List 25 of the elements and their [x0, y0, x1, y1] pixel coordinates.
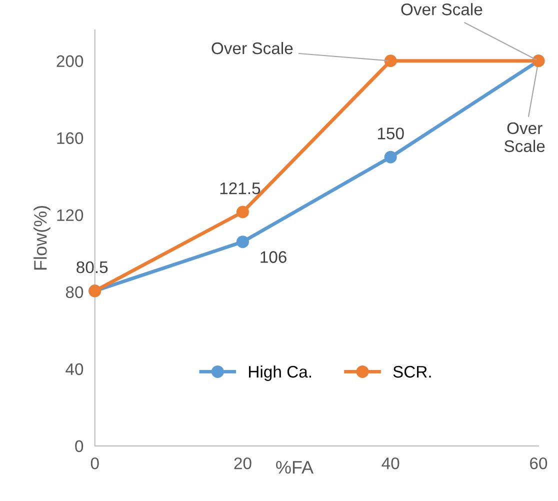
x-tick-label: 0 — [90, 457, 99, 470]
point — [236, 236, 249, 248]
data-label: Over Scale — [401, 3, 482, 16]
x-tick-label: 60 — [530, 457, 548, 470]
y-tick-label: 200 — [56, 55, 84, 68]
legend-label: High Ca. — [249, 365, 311, 381]
legend-label: SCR. — [393, 366, 431, 378]
data-label: Over Scale — [504, 122, 545, 152]
point — [384, 54, 397, 68]
data-label: 80.5 — [76, 261, 108, 274]
data-label: 121.5 — [220, 182, 260, 194]
y-axis-title: Flow(%) — [34, 206, 50, 270]
data-label: Over Scale — [212, 42, 293, 54]
x-tick-label: 40 — [382, 457, 400, 470]
y-tick-label: 120 — [57, 209, 84, 222]
y-tick-label: 80 — [66, 286, 84, 298]
x-tick-label: 20 — [234, 457, 252, 470]
y-tick-label: 40 — [66, 363, 84, 376]
point — [236, 206, 249, 218]
x-axis-title: %FA — [276, 461, 314, 474]
point — [384, 150, 397, 164]
y-tick-label: 160 — [57, 132, 84, 144]
data-label: 106 — [260, 251, 286, 263]
y-tick-label: 0 — [75, 440, 84, 452]
data-label: 150 — [378, 128, 404, 140]
